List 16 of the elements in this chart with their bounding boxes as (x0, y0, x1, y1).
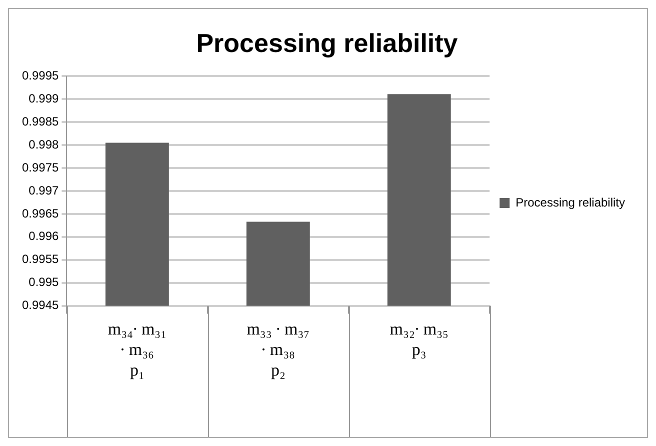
y-tick-label: 0.996 (28, 229, 60, 244)
y-tick-label: 0.998 (28, 137, 60, 152)
y-tick-label: 0.9975 (22, 160, 60, 174)
y-tick-label: 0.997 (28, 183, 60, 198)
x-tick-label: m₃₄∙ m₃₁ ∙ m₃₆ p₁ (108, 319, 167, 380)
y-tick-label: 0.9965 (22, 206, 60, 220)
y-tick-label: 0.999 (28, 91, 60, 106)
x-tick-label: m₃₂∙ m₃₅ p₃ (390, 319, 449, 359)
chart-title: Processing reliability (196, 28, 458, 58)
y-tick-label: 0.9985 (22, 114, 60, 128)
y-tick-label: 0.9955 (22, 252, 60, 266)
legend-label: Processing reliability (516, 195, 626, 210)
y-tick-label: 0.9945 (22, 298, 60, 312)
x-tick-label: m₃₃ ∙ m₃₇ ∙ m₃₈ p₂ (246, 319, 310, 380)
y-tick-label: 0.9995 (22, 68, 60, 83)
y-tick-label: 0.995 (28, 275, 60, 290)
